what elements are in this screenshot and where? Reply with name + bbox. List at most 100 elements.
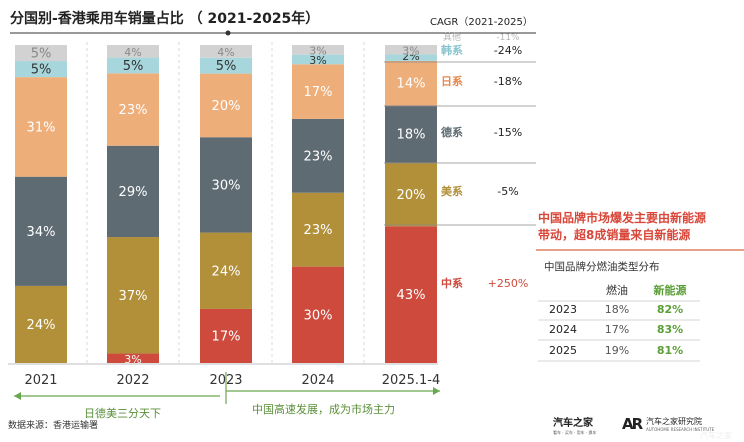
- bar-segment: [385, 45, 437, 55]
- bar-segment: [200, 232, 252, 309]
- note-underline: [536, 249, 744, 251]
- fuel-table-cell: 19%: [605, 344, 629, 357]
- fuel-table-cell: 83%: [657, 323, 683, 336]
- bar-segment: [200, 137, 252, 233]
- bar-segment: [385, 226, 437, 363]
- bar-segment: [292, 45, 344, 55]
- bar-data-label: 4%: [124, 46, 141, 59]
- x-tick-label: 2021: [24, 373, 57, 388]
- fuel-table-title: 中国品牌分燃油类型分布: [544, 261, 660, 273]
- bar-data-label: 30%: [304, 308, 333, 323]
- bar-segment: [385, 54, 437, 61]
- bar-segment: [385, 60, 437, 106]
- bar-data-label: 3%: [309, 54, 326, 67]
- bar-data-label: 5%: [123, 59, 144, 74]
- bar-data-label: 3%: [402, 44, 419, 57]
- research-logo-text: 汽车之家研究院: [646, 417, 702, 426]
- bar-data-label: 3%: [309, 44, 326, 57]
- x-tick-label: 2025.1-4: [382, 373, 440, 388]
- period-label-early: 日德美三分天下: [84, 407, 161, 420]
- cagr-row-label: 日系: [441, 74, 463, 88]
- bar-segment: [200, 57, 252, 74]
- cagr-row-value: -15%: [494, 126, 522, 139]
- bar-data-label: 29%: [119, 185, 148, 200]
- bar-segment: [200, 308, 252, 363]
- fuel-table-cell: 81%: [657, 344, 683, 357]
- bar-data-label: 23%: [304, 223, 333, 238]
- fuel-table-header: 燃油: [606, 283, 628, 297]
- bar-segment: [107, 353, 159, 363]
- arrow-head-right: [433, 387, 440, 395]
- fuel-table-cell: 2024: [549, 323, 577, 336]
- bar-data-label: 17%: [304, 85, 333, 100]
- fuel-table-cell: 2025: [549, 344, 577, 357]
- bar-data-label: 37%: [119, 289, 148, 304]
- bar-segment: [15, 176, 67, 286]
- bar-segment: [200, 73, 252, 138]
- bar-data-label: 31%: [27, 120, 56, 135]
- data-source: 数据来源：香港运输署: [8, 421, 99, 431]
- bar-segment: [107, 57, 159, 74]
- fuel-table-header: 新能源: [654, 283, 687, 297]
- bar-data-label: 18%: [397, 128, 426, 143]
- bar-segment: [15, 77, 67, 177]
- bar-data-label: 17%: [212, 329, 241, 344]
- research-logo-subtext: AUTOHOME RESEARCH INSTITUTE: [646, 427, 715, 432]
- bar-segment: [292, 266, 344, 363]
- bar-segment: [292, 118, 344, 193]
- cagr-title: CAGR（2021-2025）: [430, 17, 533, 28]
- logo-text: 汽车之家: [553, 418, 593, 429]
- cagr-row-value: -24%: [494, 44, 522, 57]
- highlight-note: 中国品牌市场爆发主要由新能源 带动，超8成销量来自新能源: [538, 210, 706, 244]
- bar-segment: [292, 54, 344, 65]
- cagr-row-value: -18%: [494, 75, 522, 88]
- cagr-row-label: 中系: [441, 276, 463, 290]
- note-line-1: 中国品牌市场爆发主要由新能源: [538, 211, 707, 225]
- cagr-row-value: -11%: [496, 33, 520, 43]
- bar-data-label: 23%: [119, 103, 148, 118]
- fuel-table-cell: 17%: [605, 323, 629, 336]
- period-label-recent: 中国高速发展，成为市场主力: [252, 403, 395, 416]
- bar-data-label: 30%: [212, 178, 241, 193]
- bar-stack: 0%24%34%31%5%5%: [15, 45, 67, 365]
- bar-data-label: 5%: [216, 59, 237, 74]
- cagr-row-value: +250%: [488, 277, 529, 290]
- bar-data-label: 23%: [304, 149, 333, 164]
- bar-data-label: 5%: [31, 47, 52, 62]
- logo-subtext: 看车 · 买车 · 用车 · 换车: [553, 430, 597, 435]
- bar-segment: [385, 162, 437, 227]
- bar-segment: [15, 285, 67, 363]
- bar-data-label: 43%: [397, 288, 426, 303]
- bar-data-label: 24%: [27, 318, 56, 333]
- arrow-head-left: [14, 392, 21, 400]
- bar-data-label: 3%: [124, 353, 141, 366]
- cagr-row-label: 美系: [441, 184, 463, 198]
- bar-segment: [107, 73, 159, 146]
- bar-segment: [292, 192, 344, 267]
- watermark: 汽车之家: [700, 431, 732, 440]
- fuel-table-cell: 18%: [605, 303, 629, 316]
- cagr-row-label: 韩系: [441, 43, 463, 57]
- bar-data-label: 24%: [212, 264, 241, 279]
- bar-segment: [107, 45, 159, 58]
- bar-stack: 43%20%18%14%2%3%: [385, 44, 437, 363]
- fuel-table-cell: 2023: [549, 303, 577, 316]
- bar-data-label: 34%: [27, 225, 56, 240]
- bar-data-label: 4%: [217, 46, 234, 59]
- bar-data-label: 14%: [397, 77, 426, 92]
- fuel-table-cell: 82%: [657, 303, 683, 316]
- bar-segment: [15, 61, 67, 78]
- cagr-row-value: -5%: [497, 185, 518, 198]
- bar-segment: [385, 105, 437, 163]
- bar-segment: [292, 64, 344, 119]
- autohome-logo: 汽车之家 看车 · 买车 · 用车 · 换车: [553, 414, 596, 436]
- bar-data-label: 5%: [31, 63, 52, 78]
- bar-segment: [200, 45, 252, 58]
- note-line-2: 带动，超8成销量来自新能源: [538, 228, 691, 242]
- ar-logo-mark: AR: [622, 415, 643, 433]
- bar-stack: 30% 23% 23% 17% 3%3%: [292, 44, 344, 363]
- x-tick-label: 2022: [116, 373, 149, 388]
- bar-segment: [107, 237, 159, 354]
- bar-stack: 17% 24% 30% 20% 5%4%: [200, 45, 252, 363]
